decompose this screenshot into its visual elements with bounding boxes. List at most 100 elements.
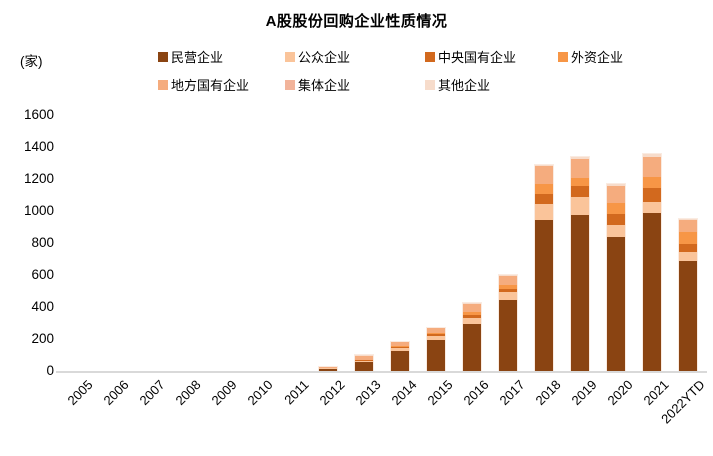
bar-segment-s4-2016 bbox=[463, 303, 481, 312]
bar-slot-2005 bbox=[58, 115, 94, 371]
bar-segment-s0-2018 bbox=[535, 219, 553, 371]
bar-2013 bbox=[355, 355, 373, 371]
bar-segment-s0-2016 bbox=[463, 323, 481, 371]
legend-item-3: 外资企业 bbox=[558, 47, 623, 66]
chart-title: A股股份回购企业性质情况 bbox=[265, 13, 448, 30]
bar-segment-s0-2014 bbox=[391, 351, 409, 371]
y-axis-unit-label: (家) bbox=[20, 54, 43, 69]
bar-slot-2009 bbox=[202, 115, 238, 371]
bar-segment-s1-2017 bbox=[499, 291, 517, 300]
bar-segment-s2-2013 bbox=[355, 360, 373, 361]
bar-segment-s6-2020 bbox=[607, 184, 625, 187]
legend-label: 外资企业 bbox=[571, 50, 624, 65]
bar-slot-2006 bbox=[94, 115, 130, 371]
bar-segment-s2-2014 bbox=[391, 347, 409, 349]
bar-segment-s1-2021 bbox=[643, 201, 661, 213]
bar-slot-2021 bbox=[634, 115, 670, 371]
bar-slot-2022YTD bbox=[670, 115, 706, 371]
bar-segment-s4-2022YTD bbox=[679, 219, 697, 232]
bar-segment-s2-2019 bbox=[571, 186, 589, 198]
y-tick-label: 1600 bbox=[23, 107, 54, 122]
legend-item-0: 民营企业 bbox=[158, 47, 285, 66]
bar-2016 bbox=[463, 302, 481, 371]
bar-segment-s6-2017 bbox=[499, 275, 517, 276]
bar-segment-s4-2020 bbox=[607, 186, 625, 204]
bar-slot-2011 bbox=[274, 115, 310, 371]
bar-segment-s3-2017 bbox=[499, 284, 517, 289]
legend-item-4: 地方国有企业 bbox=[158, 75, 285, 94]
bar-2022YTD bbox=[679, 219, 697, 371]
legend-label: 公众企业 bbox=[298, 50, 351, 65]
bar-segment-s1-2014 bbox=[391, 348, 409, 351]
legend-swatch-icon bbox=[425, 79, 435, 90]
bar-segment-s4-2012 bbox=[319, 366, 337, 368]
bar-segment-s4-2014 bbox=[391, 342, 409, 347]
bar-segment-s0-2020 bbox=[607, 237, 625, 371]
legend-swatch-icon bbox=[158, 79, 168, 90]
bar-segment-s0-2019 bbox=[571, 215, 589, 371]
bar-segment-s1-2019 bbox=[571, 197, 589, 215]
bar-segment-s3-2013 bbox=[355, 359, 373, 361]
bar-segment-s3-2015 bbox=[427, 332, 445, 335]
bar-segment-s1-2022YTD bbox=[679, 251, 697, 261]
bar-2017 bbox=[499, 275, 517, 371]
y-tick-label: 400 bbox=[31, 299, 54, 314]
bar-2014 bbox=[391, 342, 409, 371]
legend-label: 中央国有企业 bbox=[438, 50, 517, 65]
bar-slot-2019 bbox=[562, 115, 598, 371]
bar-slot-2020 bbox=[598, 115, 634, 371]
legend-swatch-icon bbox=[285, 79, 295, 90]
bar-segment-s2-2020 bbox=[607, 214, 625, 226]
bar-segment-s1-2013 bbox=[355, 360, 373, 363]
bar-2015 bbox=[427, 327, 445, 371]
legend-label: 其他企业 bbox=[438, 78, 491, 93]
plot-area bbox=[58, 115, 706, 371]
legend-label: 集体企业 bbox=[298, 78, 351, 93]
bar-slot-2010 bbox=[238, 115, 274, 371]
bar-segment-s3-2021 bbox=[643, 176, 661, 188]
bar-segment-s2-2022YTD bbox=[679, 243, 697, 252]
bar-segment-s0-2012 bbox=[319, 368, 337, 371]
bar-slot-2012 bbox=[310, 115, 346, 371]
bar-segment-s4-2015 bbox=[427, 327, 445, 333]
legend-label: 地方国有企业 bbox=[171, 78, 250, 93]
legend-item-1: 公众企业 bbox=[285, 47, 425, 66]
bar-slot-2016 bbox=[454, 115, 490, 371]
bar-slot-2007 bbox=[130, 115, 166, 371]
bar-slot-2013 bbox=[346, 115, 382, 371]
bar-slot-2014 bbox=[382, 115, 418, 371]
bar-segment-s6-2019 bbox=[571, 157, 589, 160]
bar-segment-s2-2021 bbox=[643, 187, 661, 202]
x-axis-baseline bbox=[56, 371, 707, 373]
bar-2012 bbox=[319, 366, 337, 371]
y-tick-label: 800 bbox=[31, 235, 54, 250]
bar-segment-s1-2020 bbox=[607, 225, 625, 238]
bar-segment-s4-2021 bbox=[643, 157, 661, 177]
bar-segment-s6-2021 bbox=[643, 153, 661, 157]
legend-label: 民营企业 bbox=[171, 50, 224, 65]
y-tick-label: 1000 bbox=[23, 203, 54, 218]
bar-segment-s0-2015 bbox=[427, 339, 445, 371]
y-tick-label: 1200 bbox=[23, 171, 54, 186]
bar-slot-2017 bbox=[490, 115, 526, 371]
legend-swatch-icon bbox=[285, 51, 295, 62]
legend-swatch-icon bbox=[558, 51, 568, 62]
bar-slot-2008 bbox=[166, 115, 202, 371]
chart-legend: 民营企业 公众企业 中央国有企业 外资企业地方国有企业 集体企业 其他企业 bbox=[158, 47, 623, 94]
bar-slot-2018 bbox=[526, 115, 562, 371]
bar-2020 bbox=[607, 184, 625, 371]
bar-segment-s2-2016 bbox=[463, 314, 481, 318]
y-tick-label: 200 bbox=[31, 331, 54, 346]
legend-item-6: 其他企业 bbox=[425, 75, 558, 94]
bar-2019 bbox=[571, 157, 589, 371]
bar-segment-s4-2018 bbox=[535, 166, 553, 185]
bar-segment-s3-2020 bbox=[607, 203, 625, 215]
bar-segment-s3-2022YTD bbox=[679, 231, 697, 244]
bar-segment-s0-2013 bbox=[355, 362, 373, 371]
bar-segment-s4-2019 bbox=[571, 159, 589, 179]
bar-segment-s4-2017 bbox=[499, 275, 517, 285]
bar-segment-s2-2018 bbox=[535, 194, 553, 204]
legend-item-2: 中央国有企业 bbox=[425, 47, 558, 66]
bar-segment-s3-2019 bbox=[571, 178, 589, 187]
